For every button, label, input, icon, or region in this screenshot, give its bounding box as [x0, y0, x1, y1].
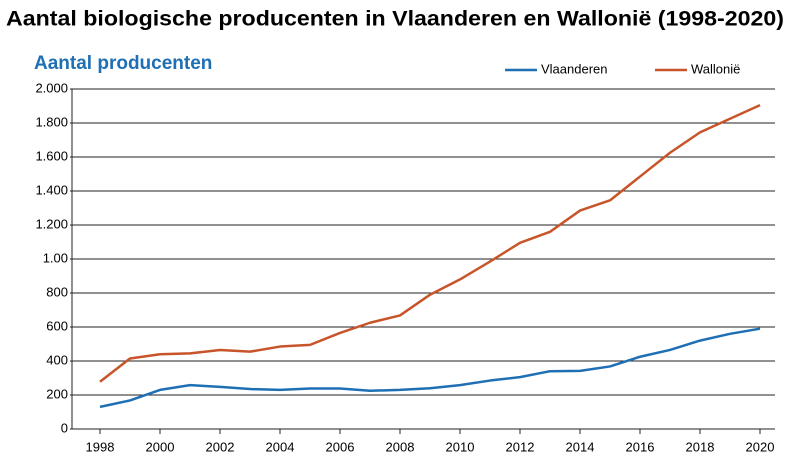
y-tick-label: 0	[61, 420, 68, 435]
y-tick-label: 1.00	[43, 250, 68, 265]
y-tick-label: 1.400	[35, 182, 68, 197]
x-tick-label: 2020	[746, 439, 775, 454]
y-tick-label: 600	[46, 318, 68, 333]
x-tick-label: 2012	[506, 439, 535, 454]
x-tick-label: 1998	[86, 439, 115, 454]
legend-label: Vlaanderen	[541, 61, 608, 76]
chart-title: Aantal biologische producenten in Vlaand…	[6, 8, 784, 31]
y-tick-label: 1.800	[35, 114, 68, 129]
legend-label: Wallonië	[691, 61, 740, 76]
series-line	[99, 104, 761, 383]
x-tick-label: 2018	[686, 439, 715, 454]
y-tick-label: 800	[46, 284, 68, 299]
x-tick-label: 2010	[446, 439, 475, 454]
chart-subtitle: Aantal producenten	[34, 53, 212, 74]
y-tick-label: 400	[46, 352, 68, 367]
x-tick-label: 2000	[146, 439, 175, 454]
x-tick-label: 2004	[266, 439, 295, 454]
x-tick-label: 2016	[626, 439, 655, 454]
x-tick-label: 2006	[326, 439, 355, 454]
y-tick-label: 1.200	[35, 216, 68, 231]
x-tick-label: 2008	[386, 439, 415, 454]
y-tick-label: 2.000	[35, 80, 68, 95]
y-tick-label: 200	[46, 386, 68, 401]
x-tick-label: 2014	[566, 439, 595, 454]
y-tick-label: 1.600	[35, 148, 68, 163]
series-line	[99, 327, 761, 409]
x-tick-label: 2002	[206, 439, 235, 454]
